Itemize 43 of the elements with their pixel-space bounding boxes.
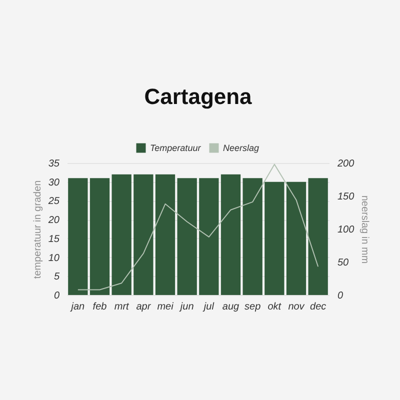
chart-title: Cartagena <box>144 84 253 109</box>
y-tick-label: 15 <box>48 234 60 245</box>
y2-axis-title: neerslag in mm <box>359 195 370 264</box>
y2-tick-label: 100 <box>338 224 355 236</box>
bar <box>286 182 306 295</box>
y-tick-label: 30 <box>48 177 60 188</box>
bar <box>112 174 132 295</box>
y2-tick-label: 150 <box>338 192 355 202</box>
y2-tick-label: 50 <box>338 258 350 268</box>
y-tick-label: 10 <box>48 252 60 264</box>
bar <box>199 178 219 295</box>
y-tick-label: 5 <box>54 272 60 283</box>
x-tick-label: aug <box>222 302 240 312</box>
x-tick-label: jul <box>202 302 215 312</box>
x-tick-label: nov <box>288 302 306 312</box>
bar <box>177 178 197 295</box>
y2-tick-label: 0 <box>338 290 344 302</box>
legend-label: Neerslag <box>223 143 260 153</box>
x-tick-label: jan <box>69 302 86 312</box>
y2-tick-label: 200 <box>336 158 355 170</box>
x-tick-label: mei <box>157 302 174 312</box>
y-axis-title: temperatuur in graden <box>32 180 44 279</box>
y-tick-label: 20 <box>47 215 60 226</box>
y-tick-label: 25 <box>47 196 60 208</box>
bar <box>242 178 262 295</box>
bar <box>220 174 241 295</box>
bar <box>90 178 110 295</box>
x-tick-label: feb <box>92 302 108 312</box>
x-tick-label: apr <box>136 302 152 312</box>
x-tick-label: sep <box>244 302 262 312</box>
legend-label: Temperatuur <box>150 143 202 153</box>
x-tick-label: okt <box>268 302 282 312</box>
x-tick-label: jun <box>178 302 194 312</box>
y-tick-label: 35 <box>48 158 60 170</box>
y-tick-label: 0 <box>54 290 60 302</box>
line-series <box>77 164 319 290</box>
bar <box>68 178 88 295</box>
bar <box>155 174 176 295</box>
x-tick-label: dec <box>310 302 326 312</box>
bar <box>264 182 284 295</box>
x-tick-label: mrt <box>114 302 130 312</box>
bar <box>308 178 328 295</box>
bar <box>134 174 154 295</box>
